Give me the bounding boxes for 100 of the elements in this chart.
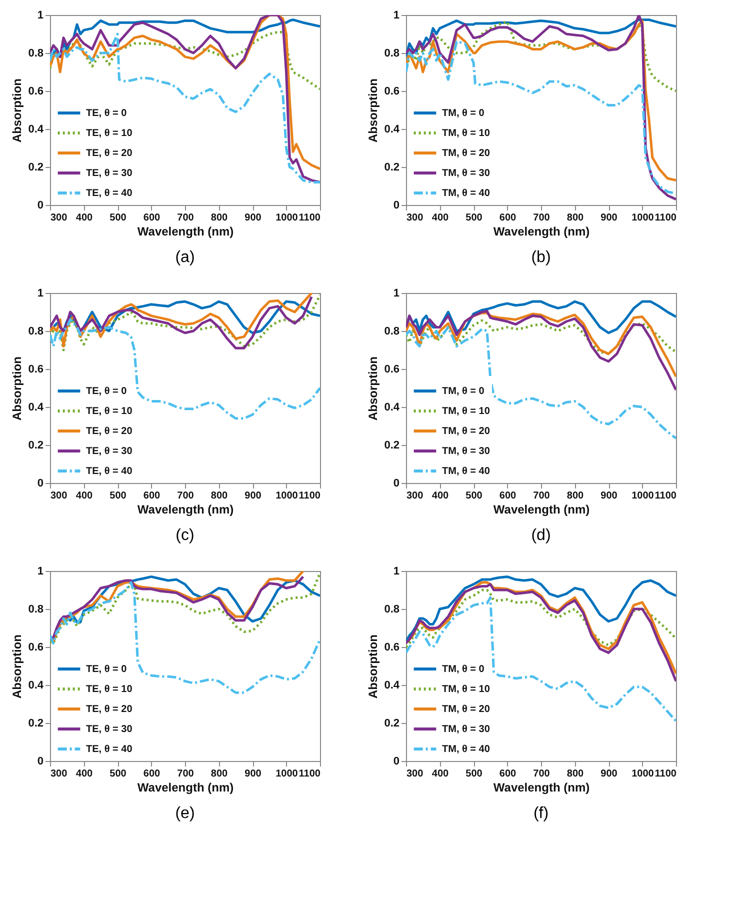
x-tick-label: 600	[499, 768, 517, 780]
legend-label: TE, θ = 10	[86, 684, 133, 695]
x-axis-title: Wavelength (nm)	[493, 780, 590, 794]
y-tick-label: 0.2	[384, 440, 400, 452]
text: (e)	[175, 805, 195, 822]
y-axis-title: Absorption	[10, 78, 24, 142]
y-tick-label: 0.2	[384, 162, 400, 174]
legend-label: TE, θ = 20	[86, 148, 133, 159]
x-tick-label: 1000	[276, 212, 298, 224]
x-tick-label: 600	[499, 490, 517, 502]
y-tick-label: 0.2	[28, 718, 44, 730]
x-tick-label: 400	[76, 768, 94, 780]
x-tick-label: 1100	[298, 212, 321, 224]
y-tick-label: 0.4	[28, 402, 44, 414]
x-tick-label: 400	[432, 490, 450, 502]
legend-label: TM, θ = 0	[442, 664, 485, 675]
legend-label: TE, θ = 30	[86, 168, 133, 179]
legend-label: TE, θ = 40	[86, 466, 133, 477]
x-axis-title: Wavelength (nm)	[493, 224, 590, 238]
y-tick-label: 0	[393, 756, 400, 768]
y-tick-label: 0.6	[28, 642, 44, 654]
x-tick-label: 600	[499, 212, 517, 224]
y-tick-label: 1	[37, 10, 44, 22]
y-tick-label: 0.6	[384, 86, 400, 98]
x-tick-label: 800	[210, 768, 228, 780]
x-tick-label: 700	[177, 768, 194, 780]
x-tick-label: 900	[244, 768, 262, 780]
y-axis-title: Absorption	[366, 78, 380, 142]
y-tick-label: 1	[393, 566, 400, 578]
x-tick-label: 1100	[654, 490, 677, 502]
x-tick-label: 400	[76, 490, 94, 502]
line-series	[50, 581, 320, 694]
line-series	[50, 30, 320, 90]
x-tick-label: 700	[533, 212, 550, 224]
x-axis-title: Wavelength (nm)	[137, 780, 234, 794]
legend-label: TE, θ = 30	[86, 446, 133, 457]
y-tick-label: 0.6	[28, 86, 44, 98]
y-tick-label: 0.2	[28, 440, 44, 452]
x-tick-label: 600	[143, 212, 161, 224]
x-tick-label: 1000	[276, 490, 298, 502]
x-tick-label: 300	[406, 212, 424, 224]
y-tick-label: 1	[37, 566, 44, 578]
x-tick-label: 1000	[632, 490, 654, 502]
legend-label: TM, θ = 30	[442, 724, 490, 735]
y-tick-label: 0.4	[384, 124, 400, 136]
y-tick-label: 0	[393, 478, 400, 490]
y-tick-label: 1	[37, 288, 44, 300]
y-axis-title: Absorption	[366, 356, 380, 420]
x-tick-label: 600	[143, 768, 161, 780]
y-tick-label: 0.8	[384, 604, 400, 616]
y-tick-label: 0	[393, 200, 400, 212]
x-axis-title: Wavelength (nm)	[137, 502, 234, 516]
x-tick-label: 700	[533, 490, 550, 502]
legend-label: TE, θ = 10	[86, 406, 133, 417]
x-tick-label: 600	[143, 490, 161, 502]
legend-label: TE, θ = 20	[86, 704, 133, 715]
y-tick-label: 0.8	[28, 604, 44, 616]
x-tick-label: 300	[50, 490, 68, 502]
y-tick-label: 0.6	[28, 364, 44, 376]
x-tick-label: 700	[177, 212, 194, 224]
text: (a)	[175, 249, 195, 266]
x-tick-label: 900	[244, 490, 262, 502]
x-tick-label: 400	[432, 768, 450, 780]
text: (c)	[176, 527, 194, 544]
line-series	[406, 575, 676, 643]
legend-label: TE, θ = 0	[86, 108, 128, 119]
y-tick-label: 0.8	[384, 48, 400, 60]
y-axis-title: Absorption	[366, 634, 380, 698]
x-tick-label: 300	[50, 212, 68, 224]
y-axis-title: Absorption	[10, 634, 24, 698]
legend-label: TM, θ = 20	[442, 148, 490, 159]
legend-label: TM, θ = 20	[442, 704, 490, 715]
x-tick-label: 1000	[632, 212, 654, 224]
x-tick-label: 400	[432, 212, 450, 224]
x-tick-label: 900	[600, 490, 618, 502]
x-tick-label: 700	[177, 490, 194, 502]
y-tick-label: 0.8	[28, 326, 44, 338]
x-tick-label: 500	[110, 212, 127, 224]
y-tick-label: 0.6	[384, 642, 400, 654]
line-series	[406, 319, 676, 356]
legend-label: TE, θ = 30	[86, 724, 133, 735]
legend-label: TM, θ = 0	[442, 108, 485, 119]
x-tick-label: 300	[50, 768, 68, 780]
legend-label: TE, θ = 0	[86, 386, 128, 397]
legend-label: TM, θ = 10	[442, 406, 490, 417]
y-axis-title: Absorption	[10, 356, 24, 420]
line-series	[50, 318, 320, 420]
x-tick-label: 1100	[298, 490, 321, 502]
y-tick-label: 0.4	[384, 402, 400, 414]
x-tick-label: 300	[406, 768, 424, 780]
x-tick-label: 700	[533, 768, 550, 780]
x-tick-label: 800	[210, 212, 228, 224]
x-tick-label: 800	[210, 490, 228, 502]
x-tick-label: 1100	[654, 212, 677, 224]
x-tick-label: 500	[466, 212, 483, 224]
x-axis-title: Wavelength (nm)	[137, 224, 234, 238]
y-tick-label: 0.4	[28, 680, 44, 692]
x-tick-label: 800	[566, 490, 584, 502]
legend-label: TM, θ = 10	[442, 128, 490, 139]
text: (d)	[531, 527, 551, 544]
